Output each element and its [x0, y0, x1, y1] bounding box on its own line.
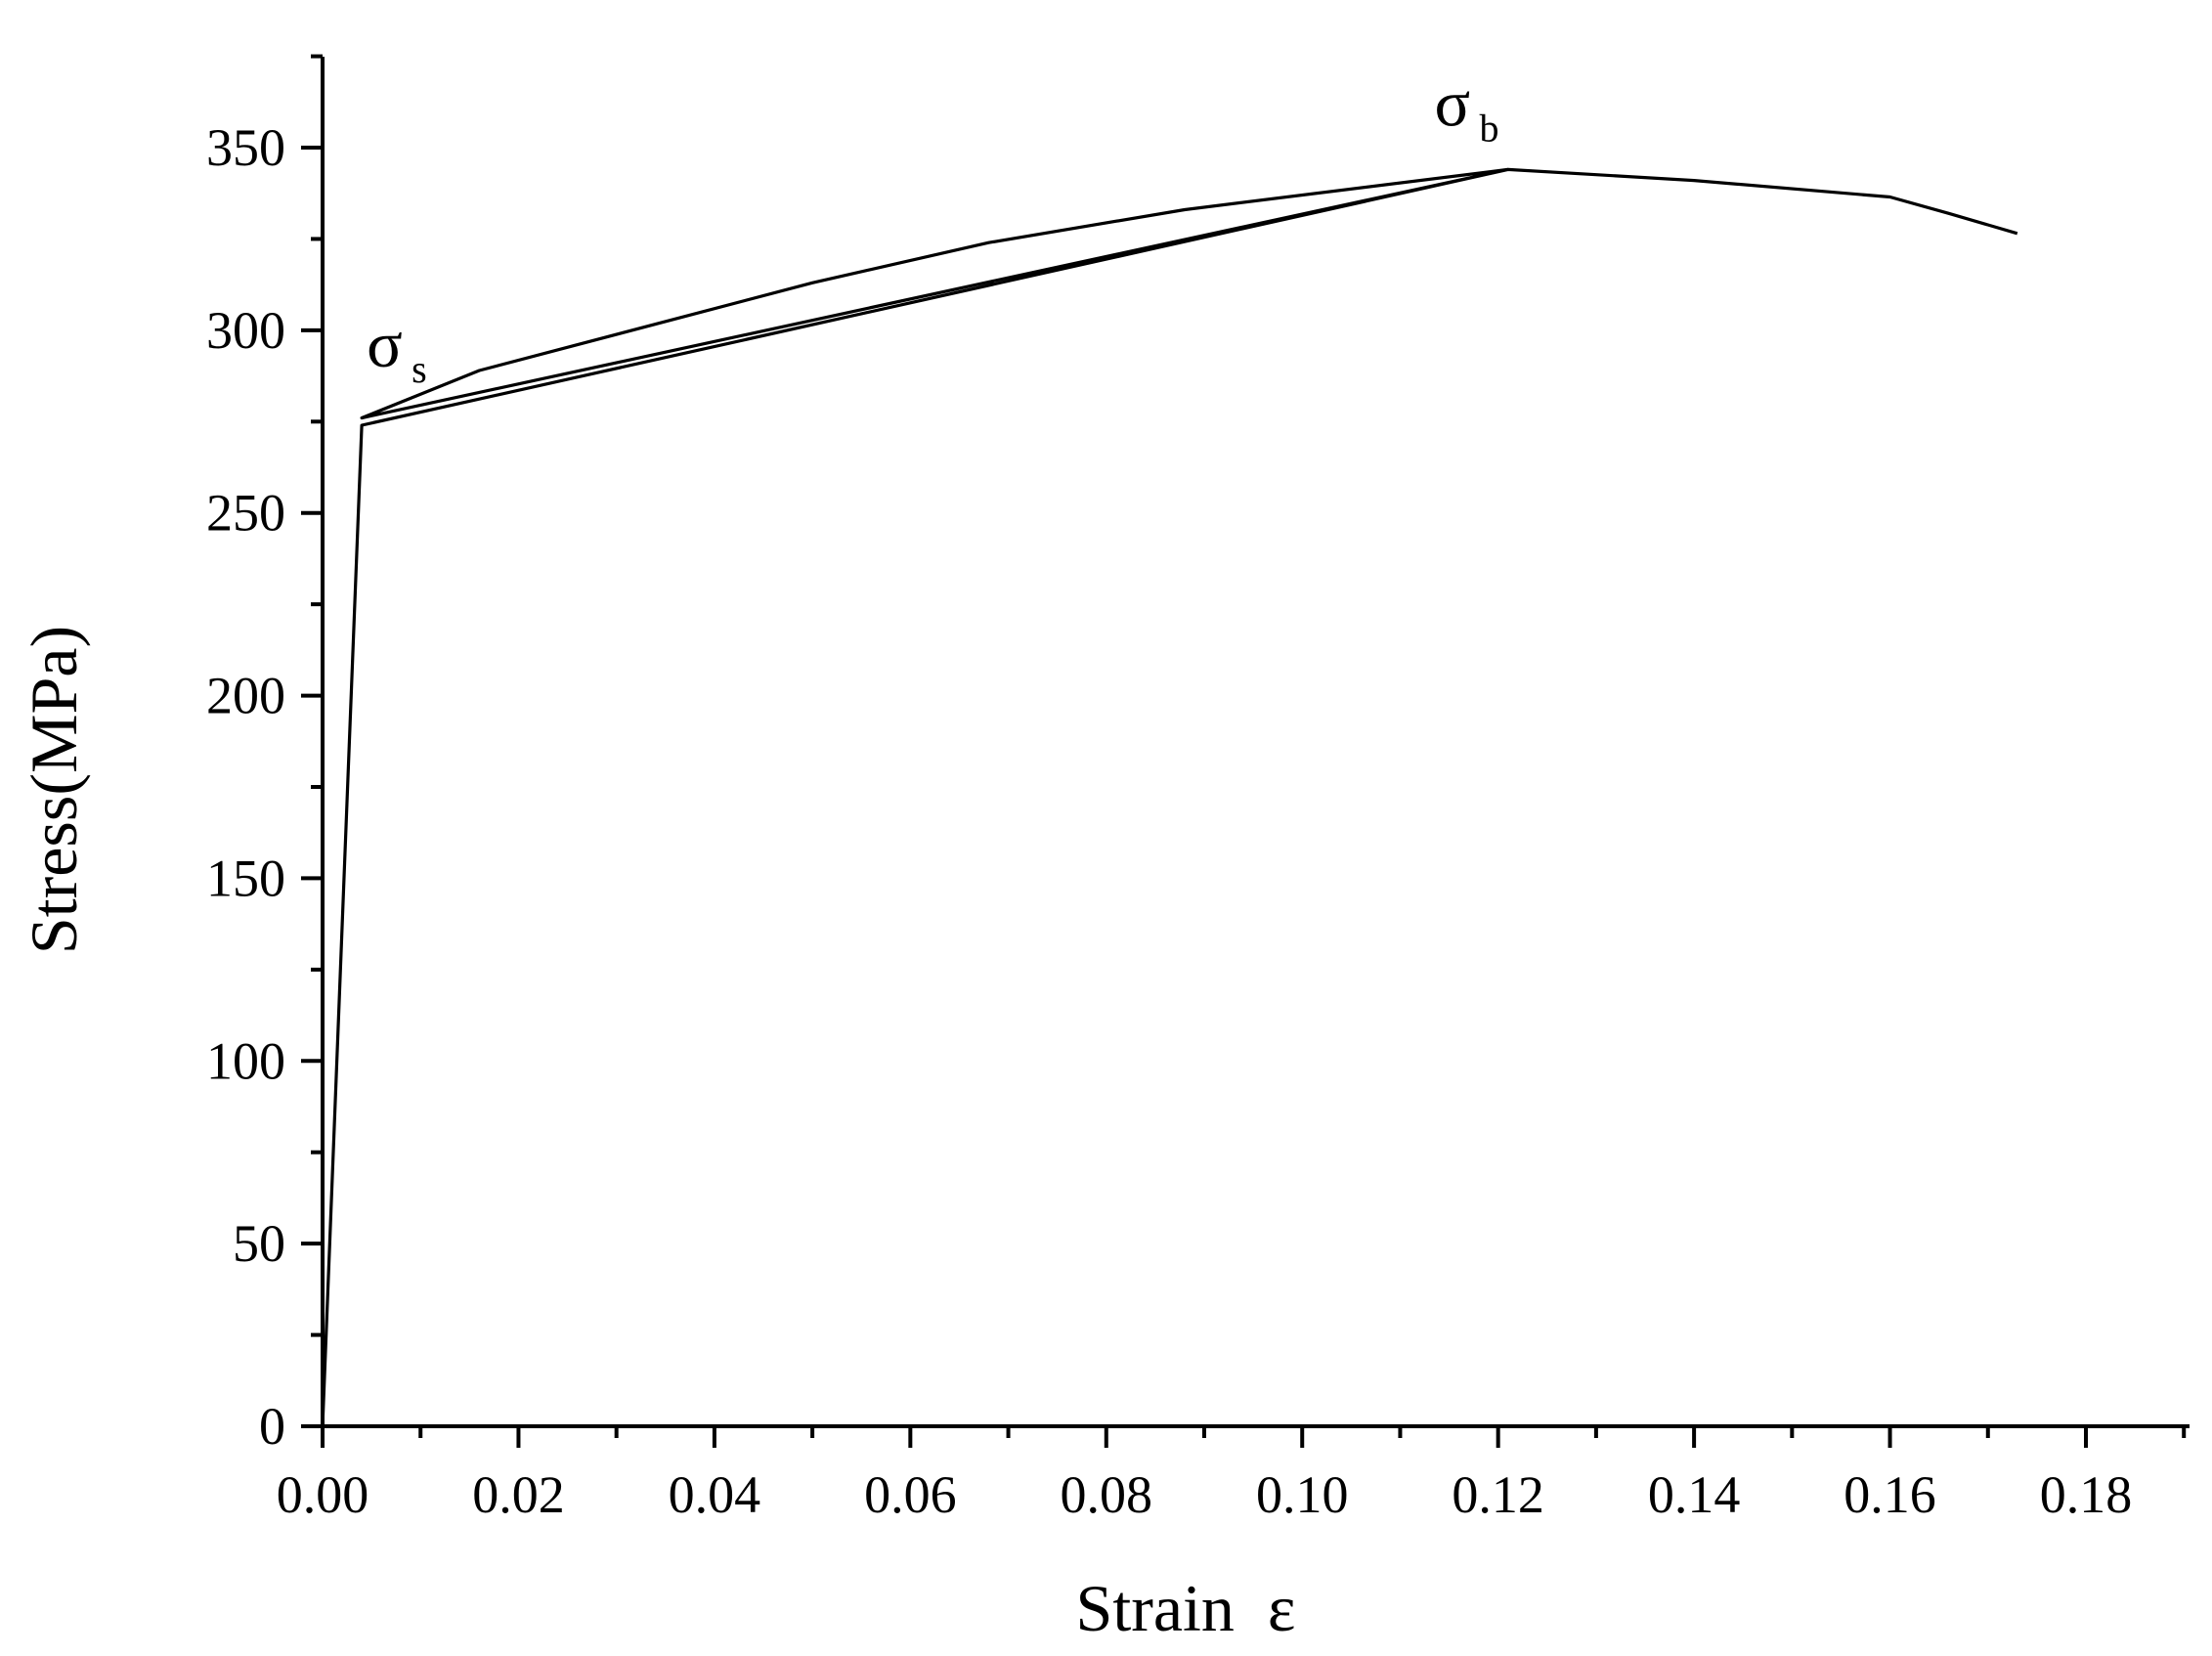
y-tick-label: 300	[206, 301, 285, 360]
y-tick-label: 250	[206, 484, 285, 543]
annotation-subscript-s: s	[412, 347, 427, 391]
x-tick-label: 0.04	[669, 1465, 761, 1524]
x-tick-label: 0.16	[1843, 1465, 1936, 1524]
y-tick-label: 0	[259, 1397, 285, 1456]
x-tick-label: 0.10	[1256, 1465, 1349, 1524]
annotation-sigma-s: σ	[367, 307, 403, 381]
y-tick-label: 50	[233, 1214, 285, 1273]
y-tick-label: 100	[206, 1031, 285, 1090]
x-tick-label: 0.08	[1061, 1465, 1153, 1524]
series-lines	[321, 167, 2018, 1427]
y-axis-title: Stress(MPa)	[17, 626, 91, 954]
annotations: σ sσ b	[367, 66, 1498, 392]
y-tick-label: 200	[206, 667, 285, 725]
axis-ticks	[301, 54, 2187, 1448]
x-tick-label: 0.18	[2040, 1465, 2133, 1524]
y-tick-label: 350	[206, 118, 285, 177]
y-tick-label: 150	[206, 849, 285, 907]
x-tick-label: 0.14	[1648, 1465, 1741, 1524]
x-tick-label: 0.06	[864, 1465, 957, 1524]
x-tick-label: 0.02	[472, 1465, 565, 1524]
x-axis-title: Strain ε	[1076, 1571, 1296, 1645]
annotation-subscript-b: b	[1480, 107, 1499, 151]
y-tick-labels: 0 50 100 150 200 250 300 350	[206, 118, 285, 1456]
x-tick-label: 0.12	[1452, 1465, 1544, 1524]
x-tick-labels: 0.00 0.02 0.04 0.06 0.08 0.10 0.12 0.14 0.16 0.18	[277, 1465, 2133, 1524]
x-tick-label: 0.00	[277, 1465, 369, 1524]
stress-strain-curve	[321, 167, 2018, 1427]
annotation-sigma-b: σ	[1435, 66, 1471, 141]
